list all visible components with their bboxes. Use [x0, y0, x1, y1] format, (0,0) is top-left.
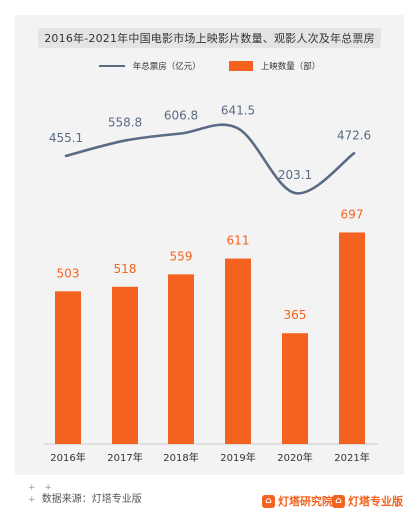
line-value-label: 641.5	[221, 103, 255, 117]
legend-item-releases: 上映数量（部）	[228, 60, 321, 72]
x-tick-label: 2016年	[50, 451, 85, 464]
bar	[282, 333, 308, 444]
footer: + + + 数据来源：灯塔专业版	[28, 483, 142, 506]
bar	[225, 258, 251, 444]
x-tick-label: 2019年	[220, 451, 255, 464]
box-office-line	[64, 123, 356, 195]
line-value-label: 203.1	[278, 168, 312, 182]
legend-label-box-office: 年总票房（亿元）	[132, 62, 201, 72]
x-tick-label: 2018年	[163, 451, 198, 464]
lighthouse-icon: ⌂	[332, 494, 345, 508]
legend-line-swatch	[98, 65, 125, 67]
bar-value-label: 365	[284, 308, 307, 322]
footer-source-plus: +	[28, 495, 39, 505]
brand-pro: ⌂ 灯塔专业版	[332, 493, 403, 509]
x-tick-label: 2017年	[107, 451, 142, 464]
legend-item-box-office: 年总票房（亿元）	[98, 60, 201, 72]
bar-value-label: 518	[114, 262, 137, 276]
x-tick-label: 2020年	[277, 451, 312, 464]
line-value-label: 472.6	[337, 128, 371, 142]
brand-pro-label: 灯塔专业版	[348, 495, 403, 508]
line-value-label: 558.8	[108, 116, 142, 130]
bar	[339, 232, 365, 444]
legend-label-releases: 上映数量（部）	[260, 62, 321, 72]
bar-value-label: 611	[227, 234, 250, 248]
bar	[168, 274, 194, 444]
line-value-label: 606.8	[164, 108, 198, 122]
data-source: 数据来源：灯塔专业版	[41, 494, 142, 505]
legend-bar-swatch	[228, 61, 253, 71]
bar	[112, 286, 138, 444]
chart-title-bar: 2016年-2021年中国电影市场上映影片数量、观影人次及年总票房	[38, 28, 381, 48]
bar	[55, 291, 81, 444]
x-tick-label: 2021年	[334, 451, 369, 464]
bar-value-label: 503	[57, 266, 80, 280]
bar-value-label: 559	[170, 249, 193, 263]
line-value-label: 455.1	[49, 131, 83, 145]
bar-value-label: 697	[341, 207, 364, 221]
chart-title: 2016年-2021年中国电影市场上映影片数量、观影人次及年总票房	[44, 32, 375, 45]
lighthouse-icon: ⌂	[262, 494, 275, 508]
legend: 年总票房（亿元） 上映数量（部）	[0, 56, 419, 76]
brand-research-label: 灯塔研究院	[278, 495, 333, 508]
brand-research: ⌂ 灯塔研究院	[262, 493, 333, 509]
footer-plus: + +	[28, 483, 55, 493]
